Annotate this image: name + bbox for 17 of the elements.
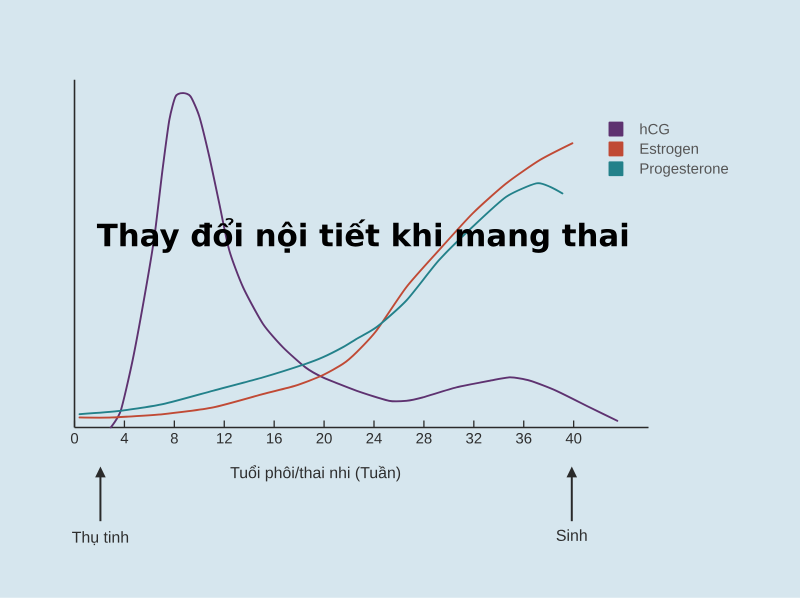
x-tick-label: 20	[316, 433, 332, 444]
x-tick-label: 4	[120, 433, 128, 444]
x-axis-title: Tuổi phôi/thai nhi (Tuần)	[230, 465, 400, 482]
legend-label: hCG	[640, 123, 669, 134]
text: Thụ tinh	[72, 531, 128, 546]
x-tick-label: 8	[170, 433, 178, 444]
legend-label: Estrogen	[640, 144, 698, 157]
legend-label: Progesterone	[640, 163, 728, 177]
x-tick-label: 40	[566, 433, 582, 444]
x-tick-label: 16	[267, 433, 282, 444]
x-tick-label: 12	[217, 433, 232, 444]
x-tick-label: 36	[516, 433, 532, 444]
x-tick-label: 24	[366, 433, 382, 444]
x-tick-label: 28	[416, 433, 432, 444]
text: Sinh	[556, 529, 587, 542]
x-tick-label: 32	[466, 433, 482, 444]
x-tick-label: 0	[70, 433, 78, 444]
